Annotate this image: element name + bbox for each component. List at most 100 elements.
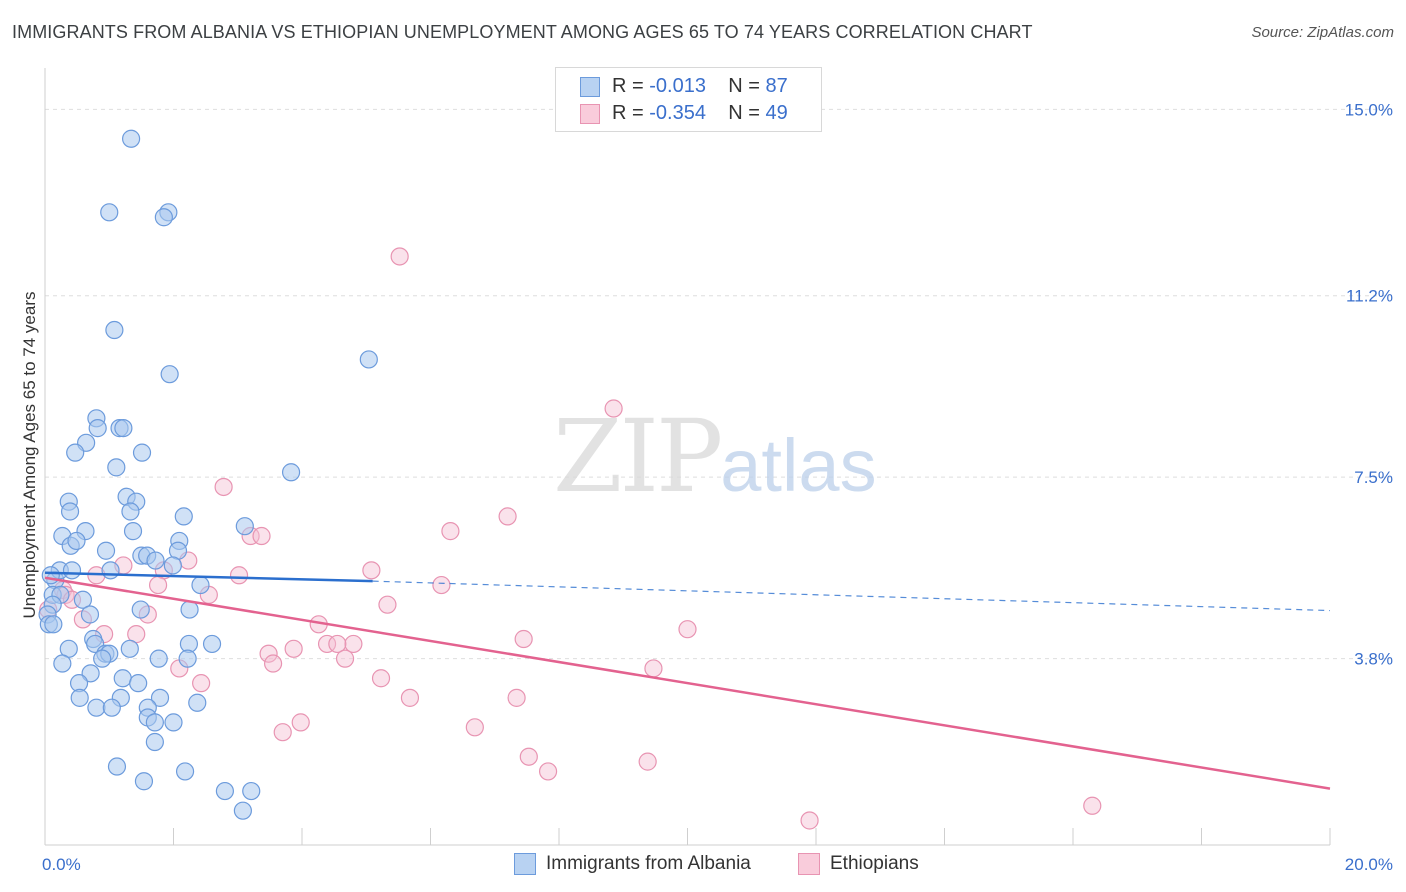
albania-point: [242, 781, 261, 801]
albania-legend-swatch: [514, 853, 536, 875]
ethiopians-point: [335, 649, 355, 668]
r-label: R =: [612, 102, 644, 124]
albania-point: [149, 649, 168, 668]
ethiopians-point: [390, 247, 409, 266]
ethiopians-point: [263, 654, 283, 673]
albania-point: [233, 801, 252, 820]
ethiopians-point: [519, 747, 538, 766]
x-tick-labels: 0.0% 20.0%: [42, 855, 1393, 874]
albania-point: [70, 688, 89, 707]
ethiopians-point: [192, 674, 211, 693]
albania-point: [113, 669, 132, 688]
albania-point: [359, 350, 378, 369]
albania-point: [129, 674, 148, 693]
albania-point: [202, 634, 222, 654]
albania-point: [80, 605, 100, 624]
watermark-zip: ZIP: [553, 398, 723, 515]
n-label: N =: [728, 102, 760, 124]
albania-point: [66, 443, 85, 462]
albania-point: [215, 781, 234, 801]
ethiopians-point: [273, 723, 292, 742]
legend-text-albania: R = -0.013 N = 87: [612, 75, 788, 98]
trend-lines: [44, 571, 1331, 790]
albania-point: [105, 320, 124, 340]
ethiopians-point: [441, 522, 460, 541]
legend-text-ethiopians: R = -0.354 N = 49: [612, 102, 788, 125]
ethiopians-point: [148, 575, 168, 595]
n-label: N =: [728, 75, 760, 97]
ethiopians-point: [371, 669, 391, 688]
y-axis-label: Unemployment Among Ages 65 to 74 years: [20, 291, 39, 619]
correlation-legend: R = -0.013 N = 87 R = -0.354 N = 49: [555, 67, 822, 132]
ethiopians-point: [465, 718, 484, 737]
albania-point: [67, 531, 86, 551]
albania-trend-extension: [372, 580, 1331, 612]
albania-point: [120, 639, 139, 658]
albania-point: [191, 575, 210, 595]
ethiopians-point: [252, 526, 271, 546]
albania-point: [150, 688, 170, 707]
ethiopians-point: [432, 575, 451, 595]
ethiopians-point: [800, 811, 819, 830]
albania-point: [160, 365, 179, 384]
y-tick-label: 3.8%: [1354, 650, 1393, 669]
r-label: R =: [612, 75, 644, 97]
r-value: -0.354: [649, 102, 706, 124]
albania-point: [62, 561, 82, 580]
y-tick-label: 11.2%: [1346, 287, 1393, 306]
ethiopians-point: [644, 659, 663, 678]
y-tick-labels: 3.8% 7.5% 11.2% 15.0%: [1345, 100, 1393, 668]
ethiopians-legend-label: Ethiopians: [830, 853, 919, 874]
ethiopians-point: [1083, 796, 1102, 815]
albania-point: [178, 649, 197, 668]
ethiopians-point: [362, 561, 381, 580]
chart-title: IMMIGRANTS FROM ALBANIA VS ETHIOPIAN UNE…: [12, 22, 1033, 42]
albania-point: [107, 757, 127, 776]
ethiopians-point: [344, 634, 363, 654]
source-label: Source: ZipAtlas.com: [1251, 24, 1394, 41]
albania-point: [93, 649, 112, 668]
ethiopians-point: [604, 399, 623, 418]
ethiopians-point: [678, 620, 697, 639]
albania-point: [114, 419, 133, 438]
r-value: -0.013: [649, 75, 706, 97]
albania-point: [88, 419, 107, 438]
albania-point: [145, 713, 164, 732]
albania-point: [281, 463, 301, 482]
albania-point: [132, 443, 152, 462]
ethiopians-point: [400, 688, 420, 707]
albania-point: [134, 772, 154, 791]
x-tick-label-min: 0.0%: [42, 855, 81, 874]
n-value: 87: [765, 75, 788, 97]
albania-point: [235, 517, 254, 536]
ethiopians-point: [514, 629, 533, 649]
ethiopians-point: [507, 688, 526, 707]
ethiopians-point: [214, 477, 233, 497]
ethiopians-point: [378, 595, 397, 614]
albania-point: [163, 556, 182, 575]
ethiopians-point: [498, 507, 517, 526]
albania-point: [164, 713, 183, 732]
albania-point: [81, 664, 100, 683]
watermark-atlas: atlas: [720, 424, 877, 507]
albania-point: [145, 732, 164, 752]
ethiopians-point: [284, 639, 303, 658]
ethiopians-points: [39, 247, 1102, 830]
ethiopians-point: [317, 634, 337, 654]
albania-trend-line: [44, 571, 373, 583]
ethiopians-swatch: [580, 104, 600, 124]
albania-points: [38, 129, 378, 820]
albania-point: [121, 502, 140, 521]
ethiopians-point: [328, 634, 347, 654]
albania-swatch: [580, 77, 600, 97]
zipatlas-watermark: ZIPatlas: [553, 398, 877, 515]
albania-point: [107, 458, 126, 477]
ethiopians-point: [638, 752, 657, 771]
ethiopians-point: [538, 762, 558, 781]
albania-point: [100, 203, 119, 222]
albania-point: [41, 566, 60, 585]
axes: [44, 68, 1331, 846]
albania-point: [146, 551, 165, 570]
y-tick-label: 15.0%: [1345, 100, 1393, 119]
